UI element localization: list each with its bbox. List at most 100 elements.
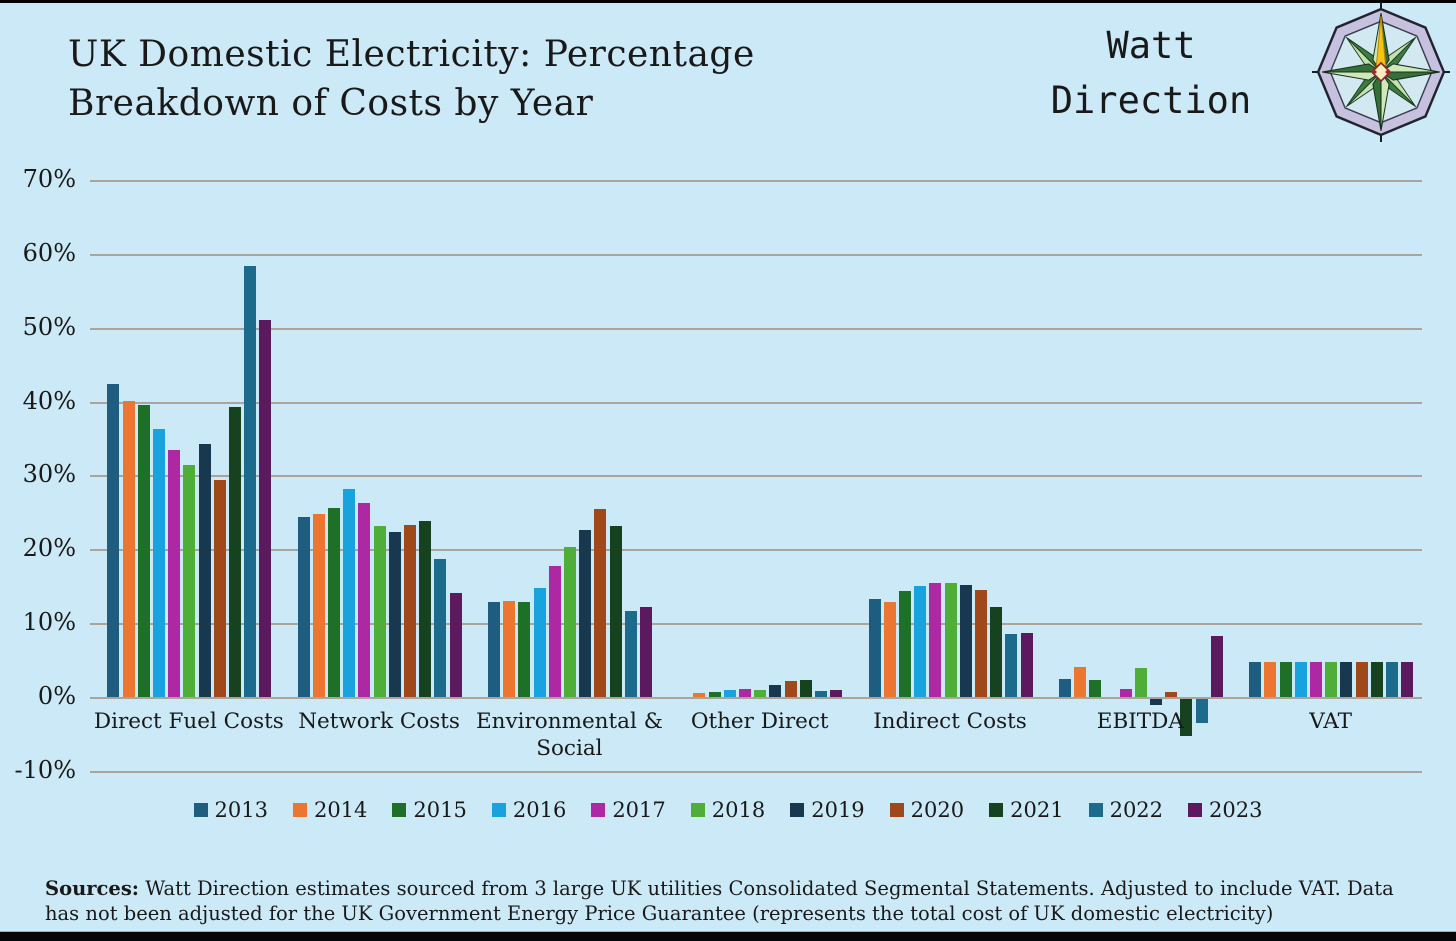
bar-ebitda-2023 [1210,636,1223,697]
bar-environmental-social-2020 [594,509,607,697]
legend-swatch-2023 [1188,803,1203,817]
bar-network-costs-2022 [434,558,447,697]
bar-indirect-costs-2014 [883,602,896,697]
bar-direct-fuel-costs-2015 [137,405,150,697]
bar-vat-2021 [1370,661,1383,697]
bar-ebitda-2014 [1074,667,1086,697]
legend-item-2019: 2019 [790,798,865,822]
bar-other-direct-2017 [739,688,751,697]
bar-environmental-social-2016 [533,587,546,697]
legend-label-2020: 2020 [910,798,965,822]
brand-wordmark: Watt Direction [996,18,1306,128]
brand-line-2: Direction [1050,79,1252,122]
bar-environmental-social-2018 [563,547,576,697]
bar-direct-fuel-costs-2023 [259,320,272,697]
category-label-other-direct: Other Direct [690,709,829,734]
bar-ebitda-2021 [1180,699,1193,736]
legend-label-2014: 2014 [313,798,368,822]
bar-ebitda-2017 [1119,688,1132,697]
y-axis-label-0: 0% [37,682,76,710]
legend-swatch-2015 [392,803,407,817]
legend-item-2013: 2013 [193,798,268,822]
bar-ebitda-2013 [1058,679,1071,697]
bar-direct-fuel-costs-2016 [152,428,165,697]
legend-label-2021: 2021 [1010,798,1064,822]
bar-indirect-costs-2017 [929,583,942,697]
y-axis-label-40: 40% [22,386,76,415]
y-axis-label--10: -10% [14,755,76,784]
legend-label-2018: 2018 [711,798,766,822]
y-axis-label-60: 60% [22,238,76,267]
bar-direct-fuel-costs-2017 [168,449,181,697]
legend-label-2015: 2015 [413,798,467,822]
legend-label-2023: 2023 [1209,798,1263,822]
gridline-10 [90,623,1422,626]
legend-label-2013: 2013 [214,798,268,822]
legend-swatch-2019 [790,803,805,817]
top-border-line [0,0,1456,3]
gridline-0 [90,697,1422,699]
legend-swatch-2016 [491,803,506,817]
bar-network-costs-2021 [419,521,432,697]
category-label-vat: VAT [1309,709,1352,734]
bar-ebitda-2022 [1195,699,1208,723]
legend-label-2017: 2017 [612,798,666,822]
legend-item-2015: 2015 [392,798,467,822]
bar-vat-2019 [1340,661,1353,697]
gridline-50 [90,327,1422,330]
legend-item-2018: 2018 [690,798,766,822]
bar-environmental-social-2021 [609,526,622,697]
legend-item-2017: 2017 [591,798,666,822]
legend-item-2014: 2014 [292,798,368,822]
bar-other-direct-2014 [693,693,706,697]
bar-indirect-costs-2020 [974,589,987,697]
bar-network-costs-2014 [312,513,325,697]
legend-label-2016: 2016 [512,798,567,822]
bar-direct-fuel-costs-2014 [122,400,135,697]
bar-environmental-social-2017 [548,566,561,697]
bar-other-direct-2016 [723,689,736,697]
bar-network-costs-2023 [449,592,462,697]
bar-network-costs-2017 [358,502,371,697]
bar-environmental-social-2014 [503,600,516,697]
bar-network-costs-2018 [373,525,386,697]
bar-indirect-costs-2022 [1005,634,1018,697]
bar-vat-2020 [1355,661,1368,697]
bar-network-costs-2019 [388,531,401,697]
sources-note: Sources: Watt Direction estimates source… [45,877,1397,926]
bar-environmental-social-2019 [579,530,592,697]
bar-ebitda-2015 [1089,680,1102,697]
bar-network-costs-2016 [343,489,356,697]
legend-swatch-2021 [989,803,1004,817]
legend-item-2020: 2020 [889,798,965,822]
gridline-20 [90,549,1422,552]
bar-vat-2015 [1279,661,1292,697]
y-axis-label-10: 10% [22,608,76,637]
bar-direct-fuel-costs-2020 [213,479,226,697]
bar-indirect-costs-2013 [868,599,881,697]
y-axis-label-70: 70% [22,164,76,193]
category-label-ebitda: EBITDA [1096,709,1184,734]
chart-title: UK Domestic Electricity: Percentage Brea… [68,34,755,124]
bar-vat-2023 [1401,661,1414,697]
bar-ebitda-2020 [1165,691,1178,697]
y-axis-label-20: 20% [22,534,76,563]
bar-direct-fuel-costs-2019 [198,444,211,697]
plot-area: Direct Fuel Costs Network Costs Environmen… [90,179,1422,773]
bar-other-direct-2018 [754,690,767,697]
legend-label-2019: 2019 [811,798,865,822]
bar-ebitda-2018 [1134,668,1147,697]
gridline-60 [90,253,1422,256]
bar-indirect-costs-2019 [959,584,972,697]
bar-indirect-costs-2023 [1020,632,1033,697]
bar-environmental-social-2015 [518,602,531,697]
bar-direct-fuel-costs-2013 [107,383,120,697]
bar-indirect-costs-2016 [914,586,927,697]
bar-environmental-social-2023 [639,606,652,697]
legend-item-2022: 2022 [1088,798,1163,822]
bar-indirect-costs-2015 [898,591,911,697]
legend-item-2021: 2021 [989,798,1064,822]
bar-vat-2016 [1294,661,1307,697]
bottom-border-bar [0,931,1456,941]
